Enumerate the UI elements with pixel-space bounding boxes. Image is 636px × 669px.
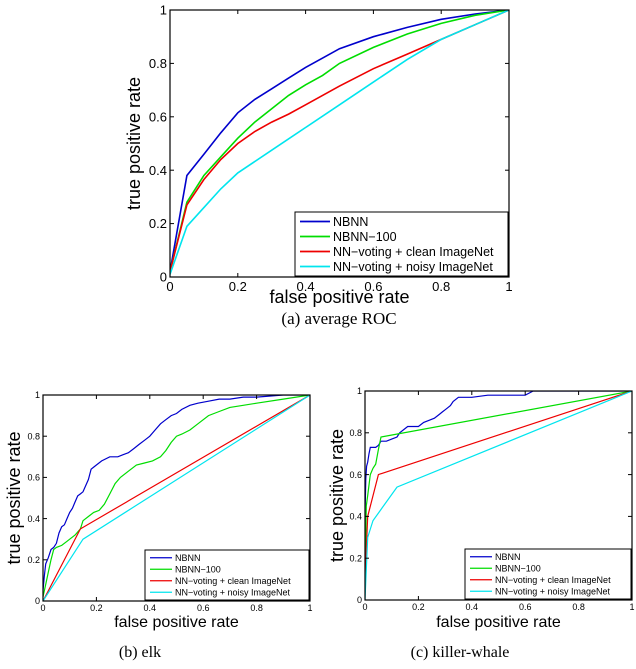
y-tick-label: 0.6 [349, 470, 362, 480]
legend-entry-label: NBNN [333, 215, 368, 229]
y-axis-label: true positive rate [327, 429, 347, 562]
x-tick-label: 1 [629, 602, 634, 612]
y-tick-label: 0.4 [149, 163, 167, 178]
y-tick-label: 1 [160, 3, 167, 18]
legend-entry-label: NBNN [175, 553, 201, 563]
y-tick-label: 0.8 [349, 428, 362, 438]
y-tick-label: 0.2 [27, 555, 40, 565]
chart-caption: (a) average ROC [281, 309, 396, 328]
x-tick-label: 0.8 [572, 602, 585, 612]
series-line-nbnn-100 [365, 391, 632, 580]
series-line-nn-voting-noisy-imagenet [170, 10, 509, 275]
y-tick-label: 0.8 [149, 56, 167, 71]
y-tick-label: 0 [160, 270, 167, 285]
series-line-nbnn-100 [43, 395, 310, 598]
series-line-nn-voting-clean-imagenet [170, 10, 509, 272]
series-line-nn-voting-clean-imagenet [365, 391, 632, 580]
legend-entry-label: NN−voting + noisy ImageNet [333, 260, 493, 274]
chart-caption: (c) killer-whale [411, 644, 510, 661]
legend-entry-label: NBNN [495, 552, 521, 562]
x-tick-label: 1 [505, 279, 512, 294]
chart-elk: 0 0.2 0.4 0.6 0.8 1 0 0.2 0.4 0.6 0.8 1 false positi… [4, 390, 313, 661]
x-tick-label: 0.2 [412, 602, 425, 612]
x-tick-label: 0.6 [197, 603, 210, 613]
x-tick-label: 0.2 [229, 279, 247, 294]
y-tick-label: 1 [357, 386, 362, 396]
x-tick-label: 0 [166, 279, 173, 294]
x-axis-label: false positive rate [114, 614, 239, 631]
x-tick-label: 0.4 [297, 279, 315, 294]
x-axis-label: false positive rate [269, 287, 409, 307]
series-line-nbnn [170, 10, 509, 272]
x-tick-label: 0.6 [364, 279, 382, 294]
x-tick-label: 0.2 [90, 603, 103, 613]
y-tick-label: 0.6 [149, 109, 167, 124]
y-tick-label: 0.8 [27, 431, 40, 441]
x-tick-label: 0.8 [432, 279, 450, 294]
chart-caption: (b) elk [119, 644, 161, 661]
series-line-nbnn-100 [170, 10, 509, 272]
x-tick-label: 0.4 [144, 603, 157, 613]
y-axis-label: true positive rate [4, 431, 24, 564]
plot-frame [364, 390, 633, 601]
chart-average: 0 0.2 0.4 0.6 0.8 1 0 0.2 0.4 0.6 0.8 1 false positi… [124, 3, 513, 328]
legend-box [144, 549, 310, 601]
legend-entry-label: NBNN−100 [175, 564, 221, 574]
x-tick-label: 1 [307, 603, 312, 613]
legend-entry-label: NN−voting + clean ImageNet [495, 575, 611, 585]
series-line-nbnn [365, 391, 632, 517]
y-axis-label: true positive rate [124, 77, 144, 210]
chart-killer-whale: 0 0.2 0.4 0.6 0.8 1 0 0.2 0.4 0.6 0.8 1 false positi… [327, 386, 635, 661]
x-axis-label: false positive rate [436, 614, 561, 631]
legend-box [294, 211, 509, 277]
legend-entry-label: NN−voting + clean ImageNet [333, 245, 494, 259]
legend-entry-label: NN−voting + noisy ImageNet [175, 587, 291, 597]
y-tick-label: 0.2 [349, 553, 362, 563]
series-line-nn-voting-noisy-imagenet [43, 395, 310, 601]
x-tick-label: 0.8 [250, 603, 263, 613]
x-tick-label: 0.4 [466, 602, 479, 612]
legend-entry-label: NN−voting + noisy ImageNet [495, 586, 611, 596]
y-tick-label: 0 [35, 596, 40, 606]
x-tick-label: 0 [362, 602, 367, 612]
plot-frame [42, 394, 311, 602]
legend-entry-label: NBNN−100 [495, 563, 541, 573]
y-tick-label: 0 [357, 595, 362, 605]
series-line-nbnn [43, 395, 310, 591]
legend-box [464, 548, 632, 600]
plot-frame [169, 9, 510, 278]
legend-entry-label: NBNN−100 [333, 230, 397, 244]
y-tick-label: 0.2 [149, 216, 167, 231]
x-tick-label: 0 [40, 603, 45, 613]
y-tick-label: 0.4 [349, 512, 362, 522]
x-tick-label: 0.6 [519, 602, 532, 612]
y-tick-label: 0.6 [27, 473, 40, 483]
y-tick-label: 1 [35, 390, 40, 400]
y-tick-label: 0.4 [27, 514, 40, 524]
legend-entry-label: NN−voting + clean ImageNet [175, 576, 291, 586]
series-line-nn-voting-clean-imagenet [43, 395, 310, 601]
